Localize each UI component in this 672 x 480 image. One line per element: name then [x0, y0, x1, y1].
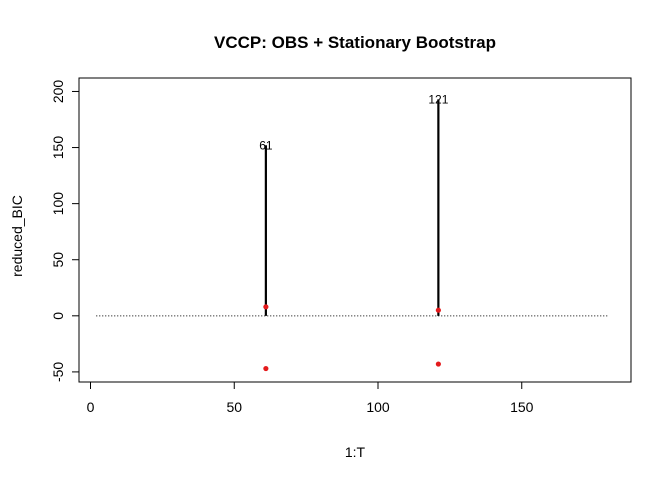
change-point-label: 61 [259, 138, 273, 152]
y-tick-label: 100 [50, 192, 66, 216]
x-axis-label: 1:T [345, 444, 366, 460]
y-tick-label: -50 [50, 362, 66, 382]
y-axis-label: reduced_BIC [9, 195, 25, 277]
y-tick-label: 150 [50, 136, 66, 160]
bootstrap-point [435, 361, 441, 367]
bootstrap-point [435, 307, 441, 313]
plot-area-frame [78, 77, 632, 383]
chart-title: VCCP: OBS + Stationary Bootstrap [214, 33, 496, 52]
bootstrap-point [263, 365, 269, 372]
x-axis: 0 50 100 150 [87, 381, 534, 415]
x-tick-label: 150 [510, 399, 534, 415]
y-tick-label: 50 [50, 252, 66, 268]
y-axis: -50 0 50 100 150 200 [50, 80, 80, 382]
x-tick-label: 100 [366, 399, 390, 415]
y-tick-label: 200 [50, 80, 66, 104]
chart-marks: 61 121 [96, 92, 608, 372]
bootstrap-point [263, 304, 269, 310]
x-tick-label: 50 [226, 399, 242, 415]
y-tick-label: 0 [50, 312, 66, 320]
change-point-label: 121 [428, 92, 448, 106]
x-tick-label: 0 [87, 399, 95, 415]
